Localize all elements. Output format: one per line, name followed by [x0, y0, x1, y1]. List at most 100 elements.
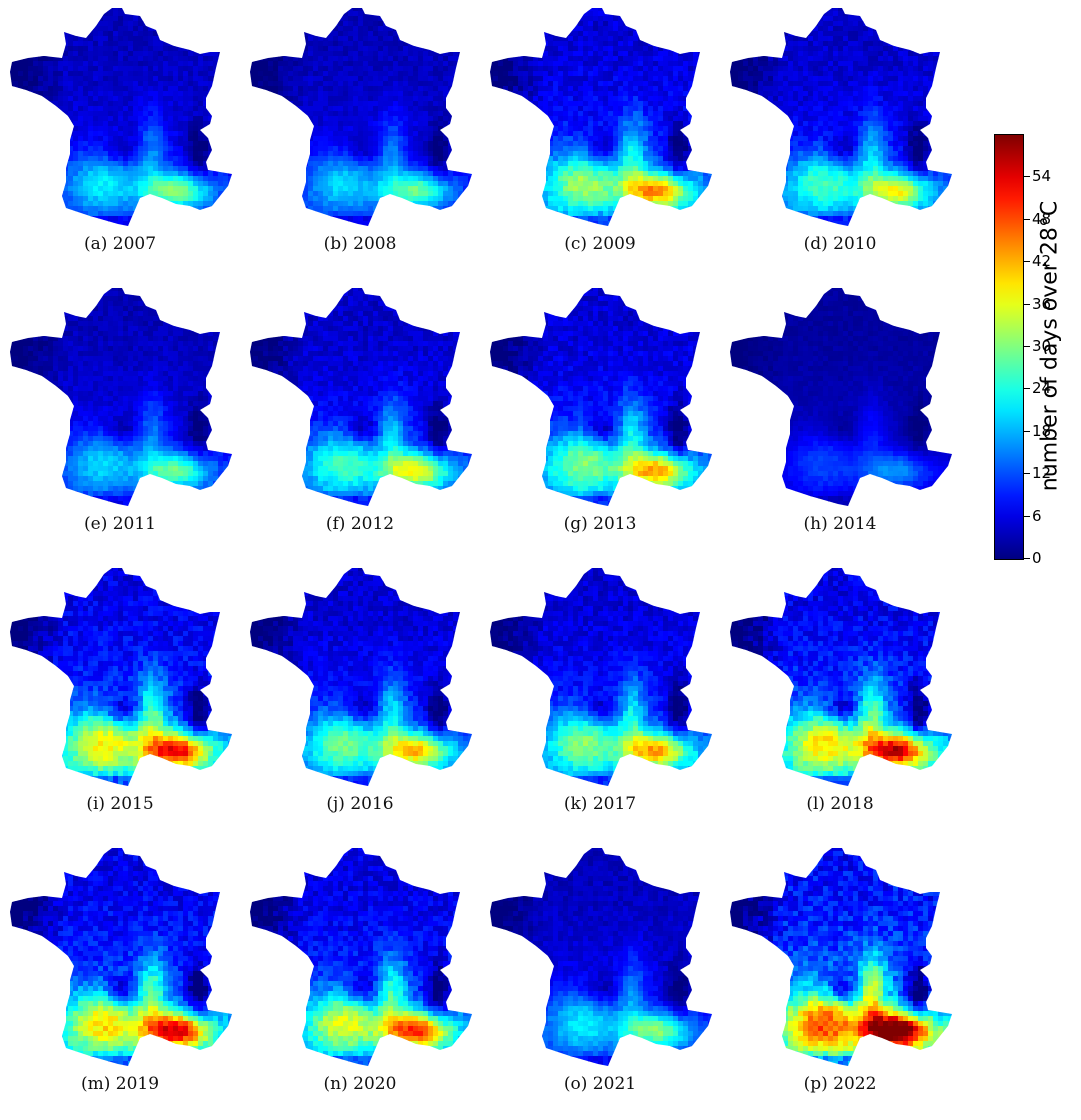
heatmap-cell [443, 206, 449, 212]
heatmap-cell [273, 91, 279, 97]
heatmap-cell [693, 51, 699, 57]
heatmap-cell [10, 166, 14, 172]
heatmap-cell [58, 126, 64, 132]
heatmap-cell [103, 216, 109, 222]
heatmap-cell [278, 21, 284, 27]
heatmap-cell [250, 206, 254, 212]
heatmap-cell [490, 36, 494, 42]
heatmap-cell [358, 46, 364, 52]
heatmap-cell [308, 96, 314, 102]
heatmap-cell [453, 136, 459, 142]
heatmap-cell [113, 21, 119, 27]
heatmap-cell [213, 221, 219, 226]
heatmap-cell [153, 181, 159, 187]
heatmap-cell [273, 156, 279, 162]
heatmap-cell [418, 206, 424, 212]
heatmap-cell [53, 181, 59, 187]
heatmap-cell [403, 26, 409, 32]
heatmap-cell [258, 111, 264, 117]
heatmap-cell [38, 41, 44, 47]
heatmap-cell [198, 196, 204, 202]
heatmap-cell [398, 156, 404, 162]
heatmap-cell [363, 176, 369, 182]
heatmap-cell [503, 66, 509, 72]
heatmap-cell [68, 151, 74, 157]
heatmap-cell [113, 186, 119, 192]
heatmap-cell [108, 186, 114, 192]
heatmap-cell [318, 86, 324, 92]
heatmap-cell [198, 41, 204, 47]
heatmap-cell [403, 201, 409, 207]
heatmap-cell [73, 126, 79, 132]
heatmap-cell [48, 171, 54, 177]
heatmap-cell [183, 201, 189, 207]
heatmap-cell [233, 96, 238, 101]
heatmap-cell [388, 76, 394, 82]
heatmap-cell [178, 206, 184, 212]
heatmap-cell [338, 136, 344, 142]
heatmap-cell [193, 26, 199, 32]
heatmap-cell [448, 156, 454, 162]
heatmap-cell [453, 116, 459, 122]
heatmap-cell [233, 41, 238, 46]
heatmap-cell [298, 26, 304, 32]
heatmap-cell [503, 36, 509, 42]
heatmap-cell [53, 191, 59, 197]
heatmap-cell [363, 206, 369, 212]
heatmap-cell [213, 31, 219, 37]
heatmap-cell [33, 11, 39, 17]
heatmap-cell [288, 76, 294, 82]
heatmap-cell [463, 226, 468, 230]
heatmap-cell [163, 151, 169, 157]
heatmap-cell [68, 146, 74, 152]
heatmap-cell [418, 216, 424, 222]
heatmap-cell [188, 131, 194, 137]
heatmap-cell [98, 31, 104, 37]
heatmap-cell [658, 81, 664, 87]
heatmap-cell [28, 76, 34, 82]
heatmap-cell [423, 81, 429, 87]
heatmap-cell [23, 26, 29, 32]
heatmap-cell [338, 41, 344, 47]
heatmap-cell [148, 41, 154, 47]
heatmap-cell [143, 101, 149, 107]
heatmap-cell [93, 11, 99, 17]
heatmap-cell [623, 8, 629, 12]
heatmap-cell [453, 201, 459, 207]
heatmap-cell [33, 71, 39, 77]
heatmap-cell [228, 181, 232, 187]
heatmap-cell [708, 76, 712, 82]
heatmap-cell [158, 76, 164, 82]
heatmap-cell [13, 111, 19, 117]
heatmap-cell [153, 76, 159, 82]
heatmap-cell [343, 86, 349, 92]
heatmap-cell [408, 11, 414, 17]
heatmap-cell [88, 8, 94, 12]
heatmap-cell [648, 71, 654, 77]
heatmap-cell [173, 56, 179, 62]
heatmap-cell [458, 161, 464, 167]
heatmap-cell [218, 211, 224, 217]
heatmap-cell [63, 11, 69, 17]
heatmap-cell [133, 111, 139, 117]
heatmap-cell [228, 16, 232, 22]
heatmap-cell [73, 26, 79, 32]
heatmap-cell [98, 36, 104, 42]
heatmap-cell [253, 146, 259, 152]
heatmap-cell [573, 71, 579, 77]
heatmap-cell [568, 86, 574, 92]
heatmap-cell [568, 26, 574, 32]
heatmap-cell [128, 166, 134, 172]
heatmap-cell [438, 96, 444, 102]
heatmap-cell [418, 11, 424, 17]
heatmap-cell [10, 181, 14, 187]
heatmap-cell [118, 21, 124, 27]
heatmap-cell [33, 121, 39, 127]
heatmap-cell [308, 36, 314, 42]
heatmap-cell [448, 36, 454, 42]
heatmap-cell [163, 96, 169, 102]
heatmap-cell [433, 11, 439, 17]
heatmap-cell [88, 221, 94, 226]
heatmap-cell [63, 8, 69, 12]
heatmap-cell [198, 181, 204, 187]
